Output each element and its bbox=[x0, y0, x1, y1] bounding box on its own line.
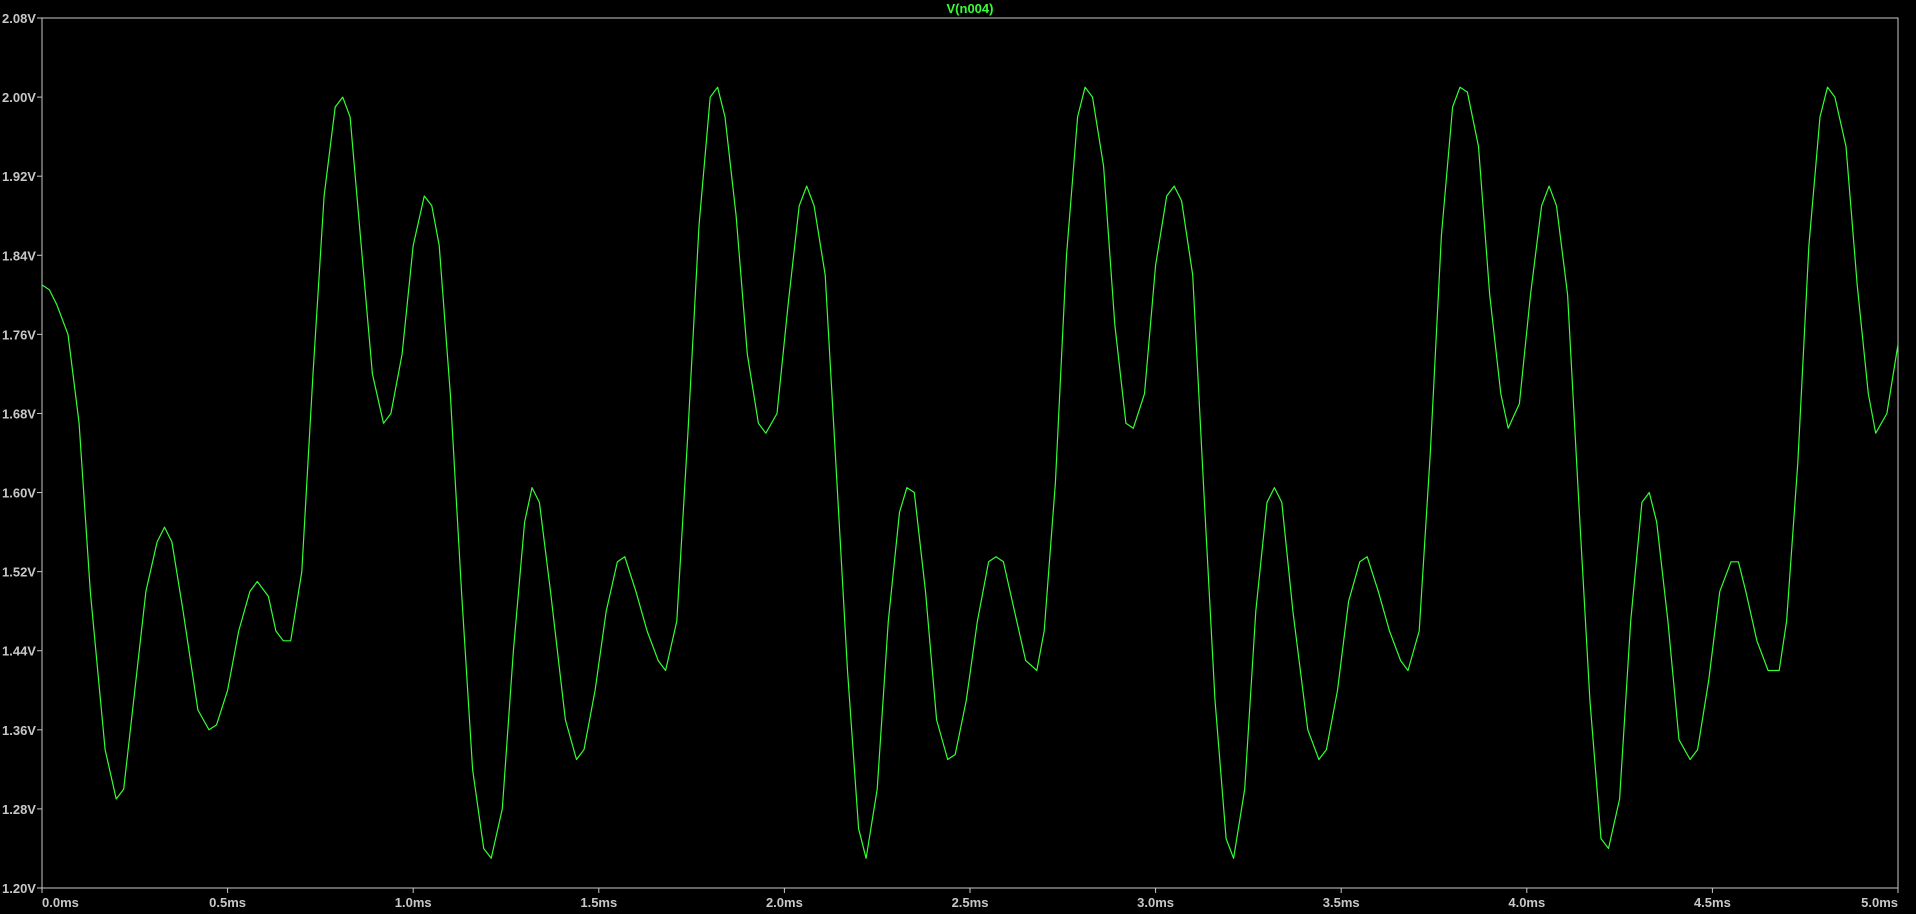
y-tick-label: 1.68V bbox=[2, 406, 36, 421]
y-tick-label: 1.44V bbox=[2, 644, 36, 659]
x-tick-label: 1.5ms bbox=[580, 895, 617, 910]
x-tick-label: 4.5ms bbox=[1694, 895, 1731, 910]
y-tick-label: 2.08V bbox=[2, 11, 36, 26]
x-tick-label: 1.0ms bbox=[395, 895, 432, 910]
y-tick-label: 1.20V bbox=[2, 881, 36, 896]
y-tick-label: 1.76V bbox=[2, 327, 36, 342]
trace-title[interactable]: V(n004) bbox=[947, 1, 994, 16]
x-tick-label: 4.0ms bbox=[1508, 895, 1545, 910]
y-tick-label: 1.92V bbox=[2, 169, 36, 184]
x-tick-label: 2.0ms bbox=[766, 895, 803, 910]
x-tick-label: 0.5ms bbox=[209, 895, 246, 910]
y-tick-label: 2.00V bbox=[2, 90, 36, 105]
x-tick-label: 3.0ms bbox=[1137, 895, 1174, 910]
y-tick-label: 1.36V bbox=[2, 723, 36, 738]
x-tick-label: 2.5ms bbox=[952, 895, 989, 910]
y-tick-label: 1.52V bbox=[2, 565, 36, 580]
x-tick-label: 3.5ms bbox=[1323, 895, 1360, 910]
y-tick-label: 1.60V bbox=[2, 486, 36, 501]
x-tick-label: 0.0ms bbox=[42, 895, 79, 910]
y-tick-label: 1.28V bbox=[2, 802, 36, 817]
x-tick-label: 5.0ms bbox=[1861, 895, 1898, 910]
y-tick-label: 1.84V bbox=[2, 248, 36, 263]
